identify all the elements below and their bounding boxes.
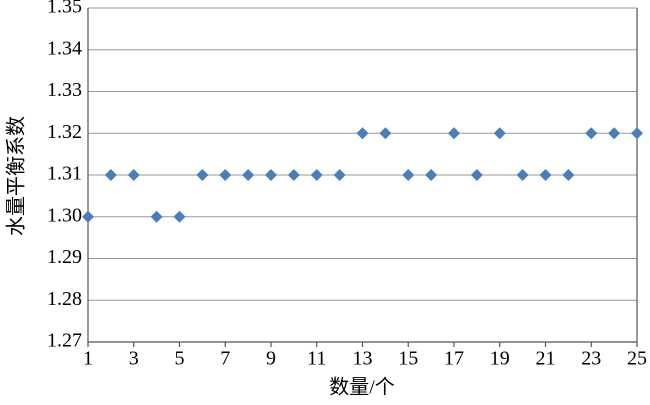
data-point [562, 169, 575, 181]
data-point [539, 169, 552, 181]
data-point [196, 169, 209, 181]
data-point [631, 127, 643, 140]
x-tick-label: 25 [627, 348, 647, 370]
data-point [493, 127, 506, 140]
x-tick-label: 21 [536, 348, 556, 370]
y-axis-label: 水量平衡系数 [5, 116, 28, 236]
data-point [150, 210, 163, 223]
data-point [333, 169, 346, 181]
y-tick-label: 1.33 [47, 79, 82, 101]
y-tick-label: 1.34 [47, 37, 82, 59]
x-tick-label: 23 [581, 348, 601, 370]
y-tick-label: 1.35 [47, 0, 82, 18]
data-point [127, 169, 140, 181]
data-point [82, 210, 94, 223]
data-point [173, 210, 186, 223]
x-tick-label: 17 [444, 348, 464, 370]
x-tick-label: 11 [307, 348, 326, 370]
x-tick-label: 3 [129, 348, 139, 370]
data-point [242, 169, 255, 181]
y-tick-label: 1.32 [47, 121, 82, 143]
x-tick-label: 7 [220, 348, 230, 370]
x-axis-label: 数量/个 [329, 376, 395, 399]
x-tick-label: 1 [83, 348, 93, 370]
y-tick-label: 1.27 [47, 330, 82, 352]
y-tick-label: 1.28 [47, 288, 82, 310]
data-point [516, 169, 529, 181]
data-point [310, 169, 323, 181]
x-tick-label: 19 [490, 348, 510, 370]
x-tick-label: 5 [175, 348, 185, 370]
data-point [402, 169, 415, 181]
x-tick-label: 9 [266, 348, 276, 370]
x-tick-label: 13 [353, 348, 373, 370]
data-point [585, 127, 598, 140]
x-tick-label: 15 [398, 348, 418, 370]
y-tick-label: 1.29 [47, 246, 82, 268]
data-point [379, 127, 392, 140]
data-point [470, 169, 483, 181]
data-point [219, 169, 232, 181]
data-point [287, 169, 300, 181]
y-tick-label: 1.30 [47, 204, 82, 226]
data-point [265, 169, 277, 181]
data-point [448, 127, 460, 140]
data-point [356, 127, 369, 140]
data-point [425, 169, 438, 181]
data-point [608, 127, 621, 140]
y-tick-label: 1.31 [47, 163, 82, 185]
data-point [104, 169, 117, 181]
